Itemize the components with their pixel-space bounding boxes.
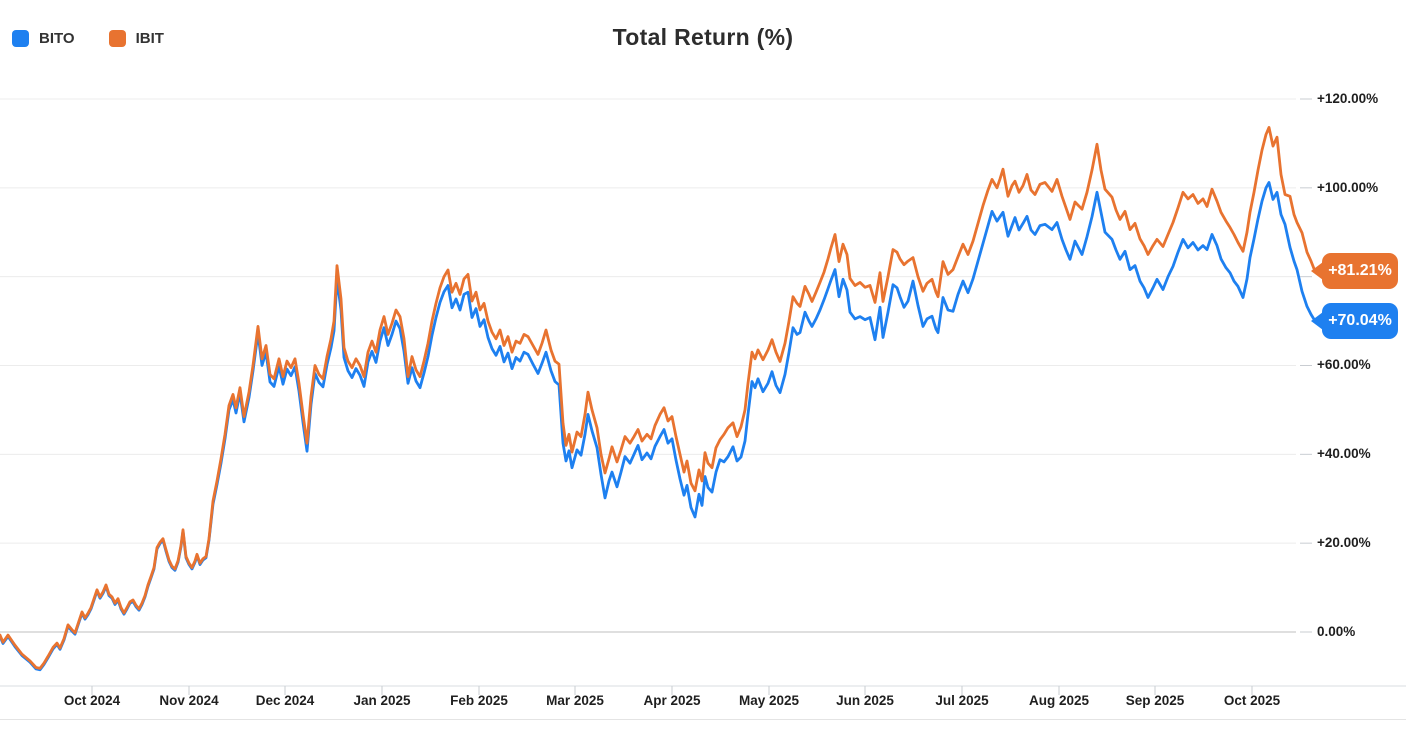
x-axis-label: Jul 2025 — [935, 693, 989, 708]
legend-label-bito: BITO — [39, 30, 75, 47]
x-axis-label: Jun 2025 — [836, 693, 894, 708]
x-axis-label: Nov 2024 — [159, 693, 219, 708]
x-axis-label: Mar 2025 — [546, 693, 604, 708]
legend-item-bito[interactable]: BITO — [12, 30, 75, 47]
x-axis-label: Oct 2024 — [63, 693, 121, 708]
y-axis-label: +20.00% — [1317, 535, 1371, 551]
x-axis-label: Jan 2025 — [353, 693, 411, 708]
legend-item-ibit[interactable]: IBIT — [108, 30, 164, 47]
bito-last-value: +70.04% — [1328, 311, 1392, 329]
x-axis-label: Feb 2025 — [450, 693, 508, 708]
x-axis-label: Aug 2025 — [1028, 693, 1090, 708]
bottom-divider — [0, 719, 1406, 720]
bito-last-value-badge: +70.04% — [1311, 302, 1398, 339]
badge-arrow-left-icon — [1311, 262, 1323, 281]
ibit-last-value: +81.21% — [1328, 262, 1392, 280]
series-line-bito — [0, 181, 1317, 672]
y-axis-label: +60.00% — [1317, 357, 1371, 373]
y-axis-label: +40.00% — [1317, 446, 1371, 462]
legend: BITO IBIT — [12, 30, 164, 47]
bito-color-swatch-icon — [12, 30, 29, 47]
ibit-color-swatch-icon — [108, 30, 126, 47]
y-axis-label: +120.00% — [1317, 90, 1379, 106]
x-axis-label: May 2025 — [738, 693, 800, 708]
ibit-last-value-badge: +81.21% — [1311, 253, 1398, 290]
series-line-ibit — [0, 126, 1317, 670]
y-axis-label: 0.00% — [1317, 624, 1356, 639]
y-axis-label: +100.00% — [1317, 179, 1379, 195]
x-axis-label: Dec 2024 — [255, 693, 315, 708]
x-axis-label: Oct 2025 — [1223, 693, 1281, 708]
badge-arrow-left-icon — [1311, 311, 1323, 330]
x-axis-label: Apr 2025 — [643, 693, 701, 708]
legend-label-ibit: IBIT — [135, 30, 164, 47]
x-axis-label: Sep 2025 — [1125, 693, 1185, 708]
